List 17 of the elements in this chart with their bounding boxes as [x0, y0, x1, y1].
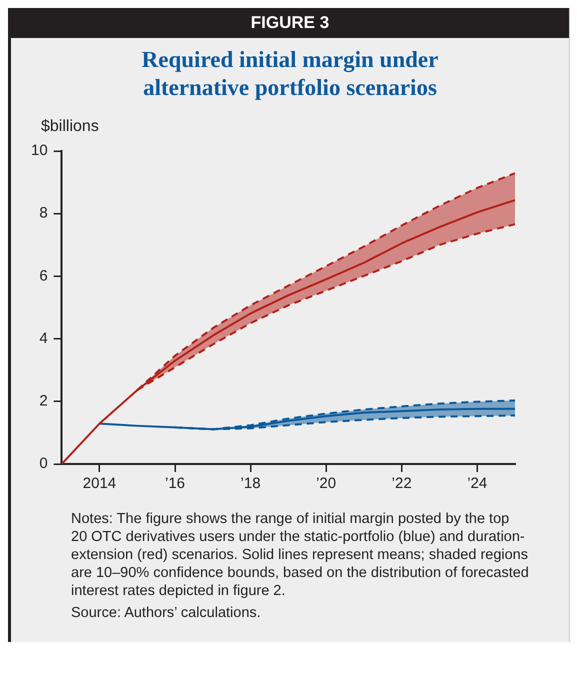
y-tick-label: 4 [39, 330, 48, 347]
x-tick-label: ’22 [392, 475, 412, 492]
x-tick-label: ’20 [316, 475, 336, 492]
x-tick-label: ’18 [240, 475, 261, 492]
x-tick-label: ’16 [165, 475, 186, 492]
x-tick-label: 2014 [82, 475, 116, 492]
source-note: Source: Authors’ calculations. [71, 604, 262, 622]
chart-title: Required initial margin under alternative portfolio scenarios [140, 46, 440, 102]
y-tick-label: 0 [39, 455, 48, 472]
y-tick-label: 8 [39, 204, 48, 222]
chart-subtitle: FIGURE 3 [11, 8, 569, 38]
y-axis-title: $billions [41, 118, 100, 136]
y-tick-label: 6 [39, 267, 48, 284]
text: Notes: The figure shows the range of initial margin posted by the top 20 OTC derivatives users under the static-portfolio (blue) and duration-extension (red) scenarios. Solid lines represent means; shaded regions are 10–90% confidence bounds, based on the distribution of forecasted interest rates depicted in figure 2. [71, 510, 529, 600]
y-tick-label: 10 [30, 142, 48, 160]
y-tick-label: 2 [39, 392, 48, 410]
x-tick-label: ’24 [467, 475, 488, 492]
